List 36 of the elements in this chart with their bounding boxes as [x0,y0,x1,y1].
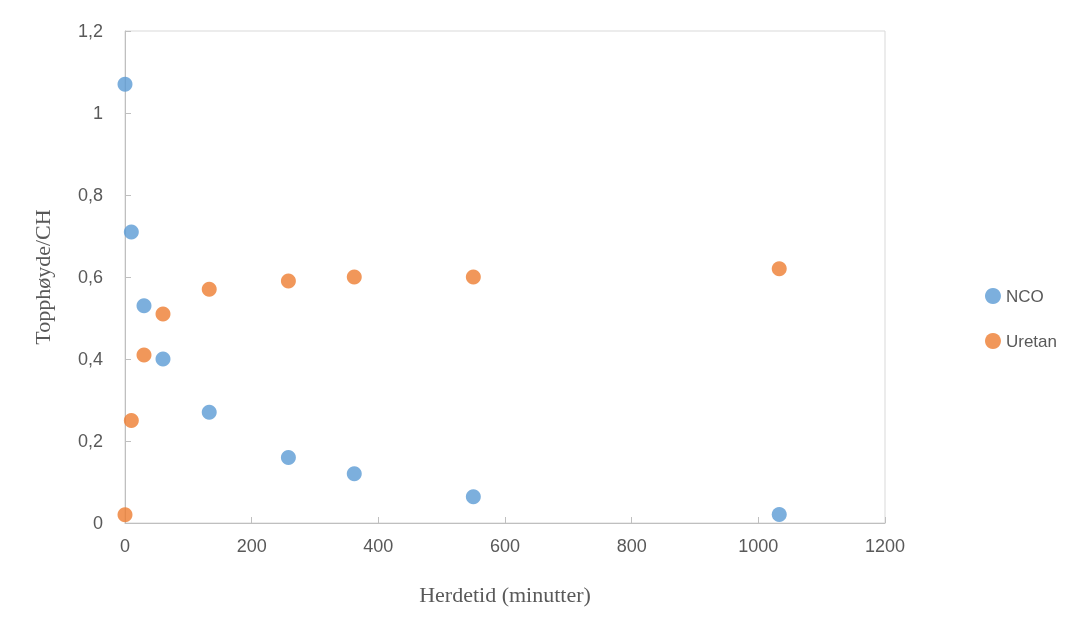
y-tick-label: 0,4 [77,349,103,369]
y-tick-label: 1,2 [77,21,103,41]
x-tick-label: 0 [119,536,131,556]
legend-label: Uretan [1005,331,1058,351]
x-tick-label: 1200 [864,536,906,556]
point [201,281,217,297]
point [123,224,139,240]
y-tick-label: 0,6 [77,267,103,287]
point [465,269,481,285]
x-tick-label: 400 [363,536,394,556]
y-tick-label: 0,8 [77,185,103,205]
point [136,298,152,314]
point [201,404,217,420]
y-tick-label: 1 [92,103,103,123]
x-tick-label: 600 [489,536,521,556]
x-axis-title: Herdetid (minutter) [419,581,591,607]
y-axis-title: Topphøyde/CH [29,209,55,345]
y-tick-label: 0,2 [77,431,103,451]
point [465,489,481,505]
point [771,506,787,522]
y-tick-label: 0 [92,513,103,533]
point [280,449,296,465]
point [771,261,787,277]
point [280,273,296,289]
point [117,507,133,523]
point [136,347,152,363]
point [346,466,362,482]
x-tick-label: 200 [236,536,267,556]
x-tick-label: 800 [616,536,647,556]
point [155,351,171,367]
x-tick-label: 1000 [738,536,779,556]
legend-label: NCO [1005,286,1044,306]
point [117,76,133,92]
point [123,413,139,428]
point [155,306,171,322]
point [346,269,362,285]
